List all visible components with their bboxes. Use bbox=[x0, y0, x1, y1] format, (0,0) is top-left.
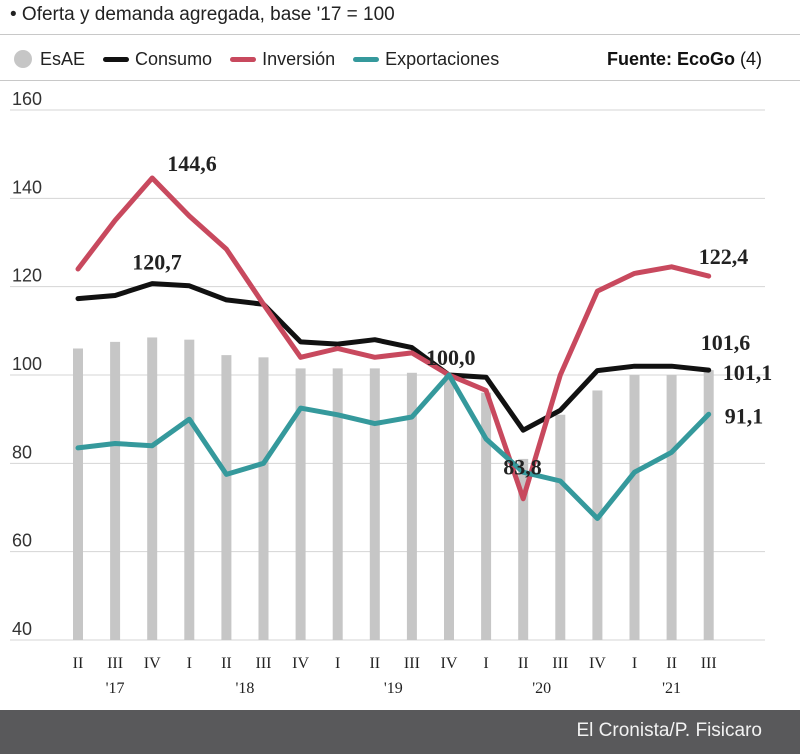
title-divider bbox=[0, 34, 800, 35]
x-year-label-19: '19 bbox=[384, 680, 403, 697]
y-tick-label-100: 100 bbox=[12, 354, 42, 374]
x-tick-label-7: I bbox=[335, 655, 340, 672]
x-tick-label-0: II bbox=[73, 655, 84, 672]
bar-esae-3 bbox=[184, 339, 195, 640]
data-label-2: 100,0 bbox=[426, 345, 476, 370]
bar-esae-8 bbox=[369, 368, 380, 640]
data-label-7: 91,1 bbox=[725, 403, 764, 428]
x-tick-label-3: I bbox=[187, 655, 192, 672]
x-tick-label-4: II bbox=[221, 655, 232, 672]
bar-esae-9 bbox=[406, 372, 417, 640]
legend-item-esae: EsAE bbox=[14, 49, 85, 70]
source-reference: (4) bbox=[740, 49, 762, 69]
x-tick-label-11: I bbox=[483, 655, 488, 672]
bar-esae-16 bbox=[666, 375, 677, 640]
data-label-6: 101,1 bbox=[723, 360, 773, 385]
legend-swatch-inversion bbox=[230, 56, 257, 62]
legend-swatch-consumo bbox=[103, 56, 130, 62]
x-year-label-17: '17 bbox=[106, 680, 125, 697]
legend-label-esae: EsAE bbox=[40, 48, 86, 69]
legend-divider bbox=[0, 80, 800, 81]
legend-swatch-esae bbox=[14, 50, 32, 68]
line-exportaciones bbox=[75, 372, 712, 521]
footer-bar: El Cronista/P. Fisicaro bbox=[0, 710, 800, 754]
x-tick-label-2: IV bbox=[144, 655, 161, 672]
chart-legend: EsAE Consumo Inversión Exportaciones bbox=[14, 46, 517, 72]
legend-label-exportaciones: Exportaciones bbox=[385, 48, 500, 69]
x-tick-label-9: III bbox=[404, 655, 420, 672]
x-tick-label-15: I bbox=[632, 655, 637, 672]
x-tick-label-5: III bbox=[256, 655, 272, 672]
x-year-label-21: '21 bbox=[662, 680, 681, 697]
bar-esae-1 bbox=[110, 341, 121, 640]
y-tick-label-160: 160 bbox=[12, 89, 42, 109]
chart-title: • Oferta y demanda agregada, base '17 = … bbox=[10, 4, 395, 25]
bar-esae-0 bbox=[73, 348, 83, 640]
y-tick-label-80: 80 bbox=[12, 442, 32, 462]
y-tick-label-40: 40 bbox=[12, 619, 32, 639]
source-note: Fuente: EcoGo (4) bbox=[607, 46, 762, 72]
y-tick-label-60: 60 bbox=[12, 531, 32, 551]
legend-label-inversion: Inversión bbox=[262, 48, 336, 69]
x-tick-label-13: III bbox=[552, 655, 568, 672]
bar-esae-7 bbox=[332, 368, 343, 640]
line-consumo bbox=[75, 281, 712, 433]
x-tick-label-17: III bbox=[701, 655, 717, 672]
x-tick-label-8: II bbox=[369, 655, 380, 672]
x-tick-label-14: IV bbox=[589, 655, 606, 672]
bar-esae-15 bbox=[629, 375, 640, 640]
data-label-5: 101,6 bbox=[701, 330, 751, 355]
legend-swatch-exportaciones bbox=[353, 56, 380, 62]
x-tick-label-12: II bbox=[518, 655, 529, 672]
y-tick-label-120: 120 bbox=[12, 266, 42, 286]
x-tick-label-1: III bbox=[107, 655, 123, 672]
x-year-label-18: '18 bbox=[236, 680, 255, 697]
bar-esae-13 bbox=[555, 414, 566, 640]
bar-esae-6 bbox=[295, 368, 306, 640]
bar-esae-10 bbox=[444, 375, 454, 640]
bar-esae-11 bbox=[481, 392, 492, 640]
data-label-0: 144,6 bbox=[167, 151, 217, 176]
x-tick-label-16: II bbox=[666, 655, 677, 672]
y-tick-label-140: 140 bbox=[12, 177, 42, 197]
bar-esae-12 bbox=[518, 458, 529, 640]
line-inversion bbox=[75, 175, 712, 502]
x-tick-label-6: IV bbox=[292, 655, 309, 672]
legend-item-exportaciones: Exportaciones bbox=[353, 49, 499, 70]
source-label: Fuente: EcoGo bbox=[606, 49, 735, 69]
bar-esae-4 bbox=[221, 355, 232, 640]
footer-credit: El Cronista/P. Fisicaro bbox=[576, 720, 763, 741]
data-label-4: 122,4 bbox=[699, 244, 749, 269]
bar-esae-2 bbox=[147, 337, 158, 640]
legend-item-inversion: Inversión bbox=[230, 49, 335, 70]
legend-label-consumo: Consumo bbox=[135, 48, 213, 69]
data-label-3: 83,8 bbox=[503, 455, 542, 480]
legend-item-consumo: Consumo bbox=[103, 49, 212, 70]
x-tick-label-10: IV bbox=[441, 655, 458, 672]
data-label-1: 120,7 bbox=[132, 250, 182, 275]
x-year-label-20: '20 bbox=[532, 680, 551, 697]
bar-esae-5 bbox=[258, 357, 269, 640]
bar-esae-17 bbox=[703, 370, 714, 640]
